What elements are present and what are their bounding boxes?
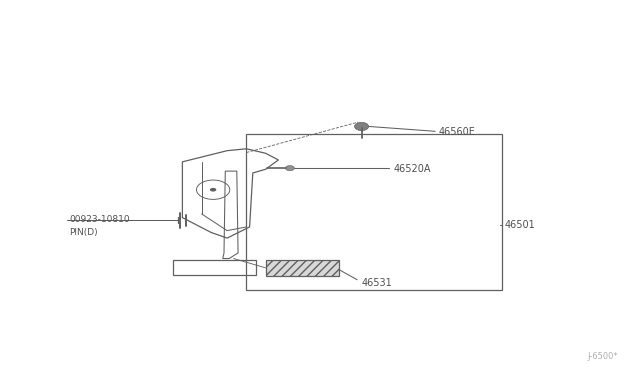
- Circle shape: [285, 166, 294, 171]
- Circle shape: [210, 188, 216, 192]
- Circle shape: [355, 122, 369, 131]
- Text: 46560E: 46560E: [438, 127, 476, 137]
- Text: J-6500*: J-6500*: [587, 352, 618, 361]
- Text: 00923-10810: 00923-10810: [69, 215, 130, 224]
- Polygon shape: [266, 260, 339, 276]
- Text: 46531: 46531: [362, 278, 392, 288]
- Text: 46520A: 46520A: [394, 164, 431, 174]
- Text: 46501: 46501: [504, 220, 535, 230]
- Bar: [246, 134, 502, 290]
- Text: PIN(D): PIN(D): [69, 228, 98, 237]
